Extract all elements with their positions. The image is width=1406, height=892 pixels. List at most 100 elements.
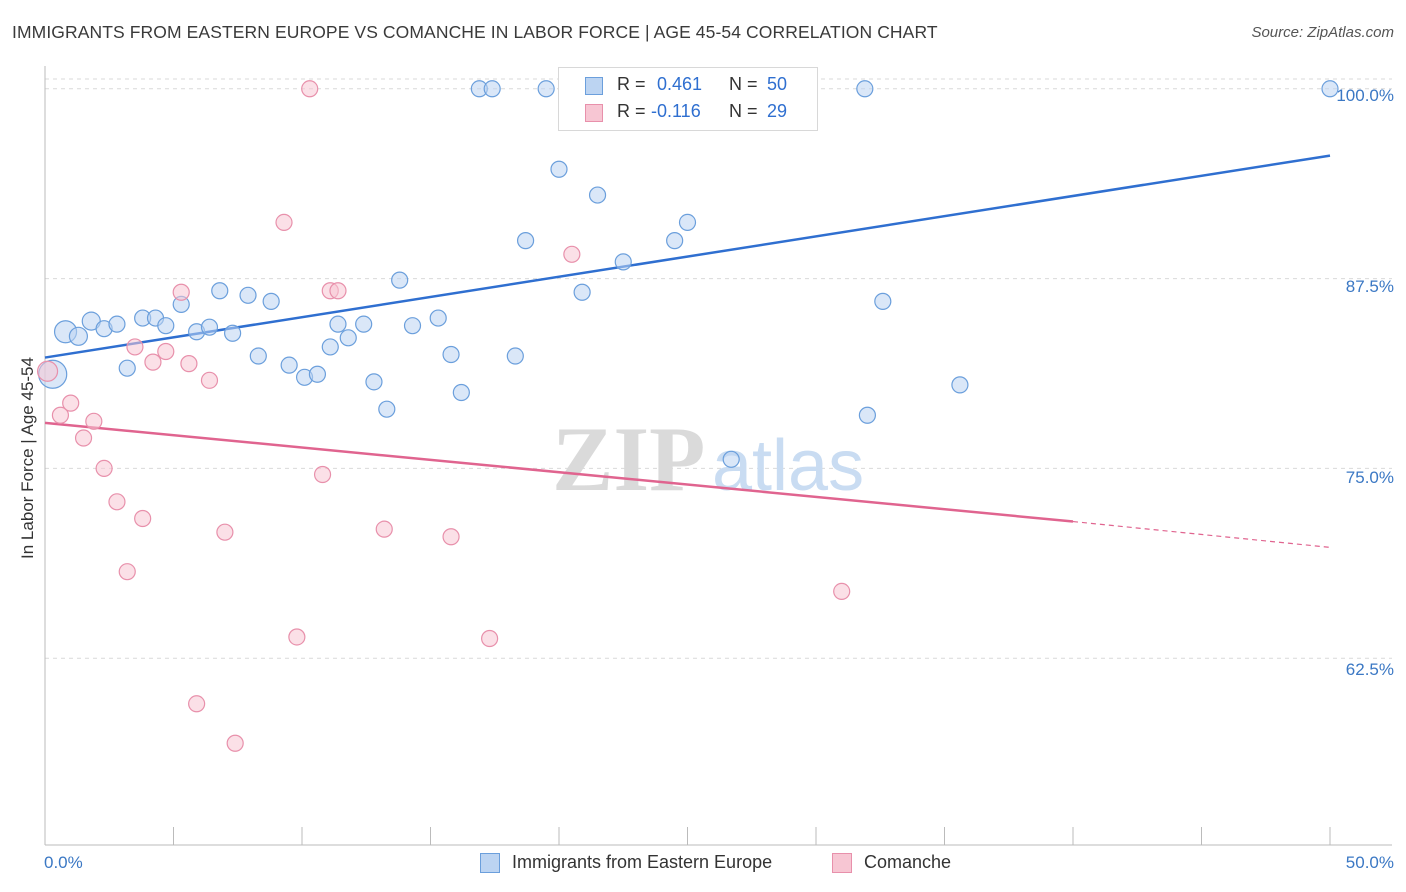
pink-point-24 [375, 520, 393, 538]
blue-point-16 [249, 347, 267, 365]
legend: Immigrants from Eastern Europe Comanche [0, 852, 1406, 880]
axes [44, 66, 1392, 846]
blue-r-value: 0.461 [657, 74, 703, 94]
blue-trend-line [44, 154, 1331, 359]
trend-lines [44, 154, 1331, 548]
blue-r-label: R = [617, 74, 646, 94]
blue-n-value: 50 [767, 74, 788, 94]
pink-point-28 [833, 582, 851, 601]
blue-point-26 [378, 400, 396, 418]
legend-blue-swatch-icon [480, 853, 500, 873]
blue-point-37 [550, 160, 568, 178]
y-axis-label: In Labor Force | Age 45-54 [18, 357, 37, 559]
pink-point-18 [275, 213, 293, 232]
blue-point-50 [1321, 80, 1339, 98]
pink-point-12 [172, 283, 190, 301]
pink-point-20 [301, 80, 319, 98]
watermark-zip: ZIP [552, 408, 705, 510]
pink-point-25 [442, 528, 460, 546]
blue-point-41 [666, 232, 684, 250]
data-points [36, 80, 1339, 752]
legend-pink-swatch-icon [832, 853, 852, 873]
blue-point-49 [951, 376, 969, 394]
y-tick-label-87-5: 87.5% [1345, 277, 1394, 296]
pink-trend-line-extension [1072, 520, 1331, 548]
pink-point-13 [180, 355, 198, 373]
pink-point-19 [288, 628, 306, 646]
source-label: Source: ZipAtlas.com [1251, 24, 1394, 41]
blue-point-30 [442, 345, 460, 364]
pink-point-14 [188, 695, 206, 713]
pink-point-27 [563, 245, 581, 263]
blue-point-5 [108, 315, 126, 333]
blue-point-2 [68, 326, 89, 346]
blue-point-47 [858, 406, 877, 424]
blue-point-13 [211, 282, 229, 300]
pink-point-17 [226, 734, 244, 752]
legend-blue-label: Immigrants from Eastern Europe [512, 852, 773, 872]
pink-point-23 [329, 282, 347, 300]
pink-point-3 [74, 429, 93, 447]
x-tick-label-min: 0.0% [44, 853, 83, 872]
blue-point-25 [365, 373, 383, 391]
blue-point-6 [118, 359, 136, 377]
pink-point-8 [126, 338, 144, 356]
pink-point-1 [51, 406, 70, 424]
blue-point-22 [329, 315, 347, 333]
chart-title: IMMIGRANTS FROM EASTERN EUROPE VS COMANC… [12, 22, 938, 42]
blue-point-31 [452, 383, 470, 402]
blue-point-28 [403, 317, 422, 335]
blue-point-15 [239, 286, 257, 304]
pink-point-11 [157, 342, 175, 361]
pink-point-0 [36, 360, 59, 382]
legend-pink-label: Comanche [864, 852, 952, 872]
pink-point-4 [85, 412, 103, 430]
pink-point-7 [118, 563, 136, 581]
pink-r-value: -0.116 [651, 101, 701, 121]
pink-point-6 [108, 493, 126, 511]
watermark-atlas: atlas [712, 426, 864, 506]
blue-point-36 [537, 80, 555, 98]
blue-point-35 [516, 232, 535, 250]
blue-point-39 [588, 186, 607, 204]
blue-point-12 [200, 318, 219, 336]
blue-point-21 [321, 338, 339, 356]
blue-point-18 [280, 356, 298, 374]
gridlines [45, 78, 1392, 659]
pink-point-15 [200, 371, 219, 389]
pink-point-26 [481, 629, 499, 648]
pink-point-9 [134, 509, 152, 528]
blue-point-29 [429, 309, 447, 327]
pink-n-label: N = [729, 101, 758, 121]
pink-trend-line [44, 421, 1074, 523]
blue-point-9 [157, 317, 175, 335]
blue-point-48 [874, 292, 892, 310]
pink-point-10 [144, 353, 162, 371]
blue-point-17 [262, 292, 280, 310]
blue-point-34 [506, 347, 524, 365]
stats-box: R = 0.461 N = 50 R = -0.116 N = 29 [558, 67, 818, 131]
pink-n-value: 29 [767, 101, 788, 121]
blue-swatch-icon [585, 77, 603, 95]
blue-point-23 [339, 329, 357, 347]
blue-n-label: N = [729, 74, 758, 94]
pink-point-21 [313, 465, 332, 484]
blue-point-40 [614, 253, 632, 271]
blue-point-43 [722, 450, 740, 468]
y-tick-label-62-5: 62.5% [1345, 660, 1394, 679]
blue-point-27 [391, 271, 409, 289]
blue-point-14 [224, 324, 242, 342]
blue-point-46 [856, 80, 874, 98]
pink-r-label: R = [617, 101, 646, 121]
x-tick-label-max: 50.0% [1345, 853, 1394, 872]
y-tick-label-100: 100.0% [1336, 86, 1394, 105]
blue-point-33 [483, 80, 501, 98]
pink-point-2 [62, 394, 80, 412]
y-tick-label-75: 75.0% [1345, 468, 1394, 487]
blue-point-38 [573, 283, 591, 301]
pink-swatch-icon [585, 104, 603, 122]
pink-point-16 [216, 523, 234, 541]
blue-point-24 [355, 315, 373, 333]
blue-point-20 [308, 365, 327, 383]
